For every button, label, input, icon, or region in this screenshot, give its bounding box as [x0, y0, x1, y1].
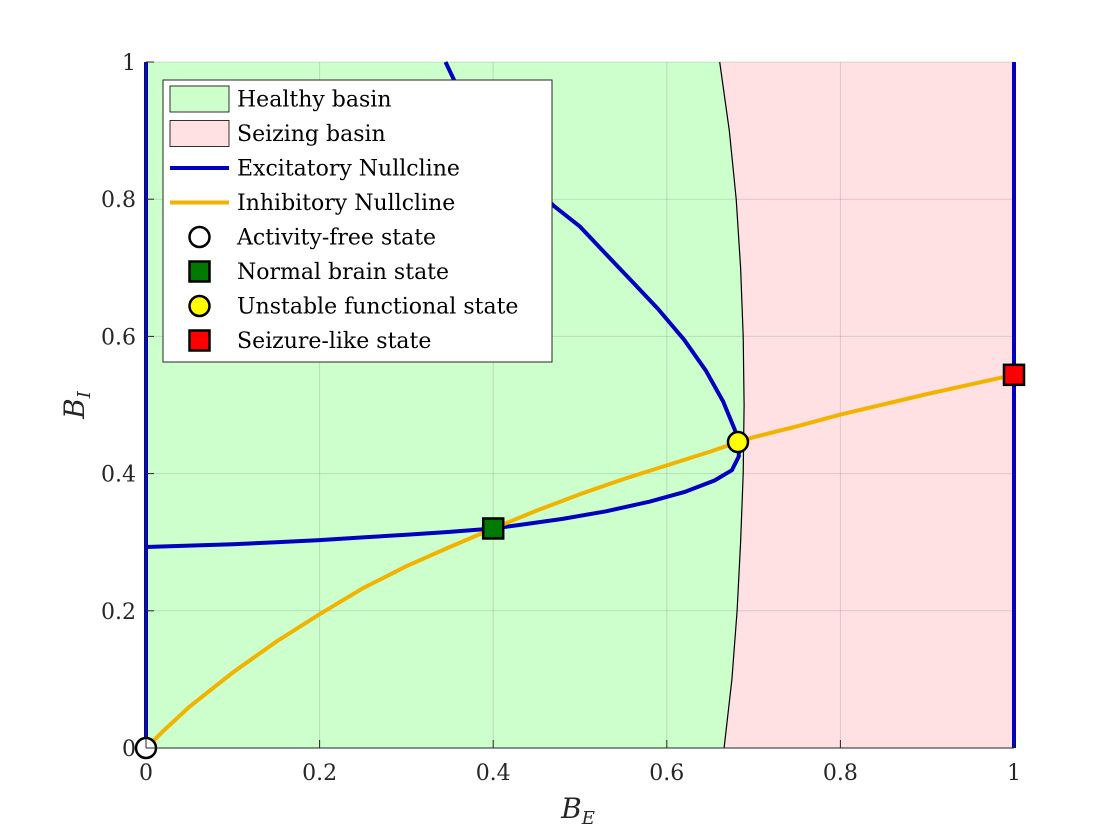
axes [145, 61, 1015, 749]
legend-label: Healthy basin [237, 88, 391, 113]
x-tick-label: 1 [1007, 761, 1021, 786]
seizing-basin-region [719, 62, 1014, 748]
legend-square-marker [188, 329, 211, 352]
inhibitory-nullcline-line [144, 372, 1015, 750]
separatrix-line [719, 61, 745, 749]
legend-square-marker [188, 260, 211, 283]
legend-swatch [169, 85, 230, 113]
legend-item-inhibitory-nullcline: Inhibitory Nullcline [170, 191, 455, 216]
x-tick-label: 0 [139, 761, 153, 786]
legend-item-healthy-basin: Healthy basin [169, 85, 391, 113]
x-tick-label: 0.4 [476, 761, 511, 786]
legend-label: Inhibitory Nullcline [237, 191, 455, 216]
legend-item-unstable-functional-state: Unstable functional state [188, 294, 518, 320]
excitatory-nullcline-line [145, 61, 741, 549]
legend-swatch [169, 120, 230, 147]
x-tick-label: 0.6 [649, 761, 684, 786]
y-tick-label: 0.8 [101, 188, 136, 213]
y-tick-label: 0.6 [101, 325, 136, 350]
legend-item-seizing-basin: Seizing basin [169, 120, 386, 147]
y-axis-label: BI [58, 390, 95, 420]
x-tick-label: 0.8 [823, 761, 858, 786]
legend-label: Seizure-like state [237, 329, 431, 354]
y-tick-label: 0.2 [101, 600, 136, 625]
tick-labels: 0 0.2 0.4 0.6 0.8 1 0 0.2 0.4 0.6 0.8 1 [101, 51, 1021, 786]
seizure-like-state-marker [1002, 363, 1026, 387]
legend-item-seizure-like-state: Seizure-like state [188, 329, 431, 354]
legend-label: Seizing basin [237, 122, 386, 147]
normal-brain-state-marker [481, 517, 505, 540]
unstable-functional-state-marker [726, 430, 750, 454]
legend-circle-marker [188, 225, 211, 249]
x-tick-label: 0.2 [302, 761, 337, 786]
legend-item-activity-free-state: Activity-free state [188, 225, 436, 251]
legend-label: Unstable functional state [237, 295, 518, 320]
y-tick-label: 1 [122, 51, 136, 76]
legend-item-normal-brain-state: Normal brain state [188, 260, 449, 285]
legend-label: Normal brain state [237, 260, 449, 285]
legend-item-excitatory-nullcline: Excitatory Nullcline [170, 157, 460, 182]
legend-label: Excitatory Nullcline [237, 157, 460, 182]
separatrix-layer [719, 61, 745, 749]
legend: Healthy basin Seizing basin Excitatory Nul… [162, 79, 553, 363]
legend-label: Activity-free state [236, 226, 436, 251]
x-axis-label: BE [560, 792, 595, 829]
y-tick-label: 0 [122, 737, 136, 762]
legend-circle-marker [188, 294, 211, 318]
y-tick-label: 0.4 [101, 463, 136, 488]
